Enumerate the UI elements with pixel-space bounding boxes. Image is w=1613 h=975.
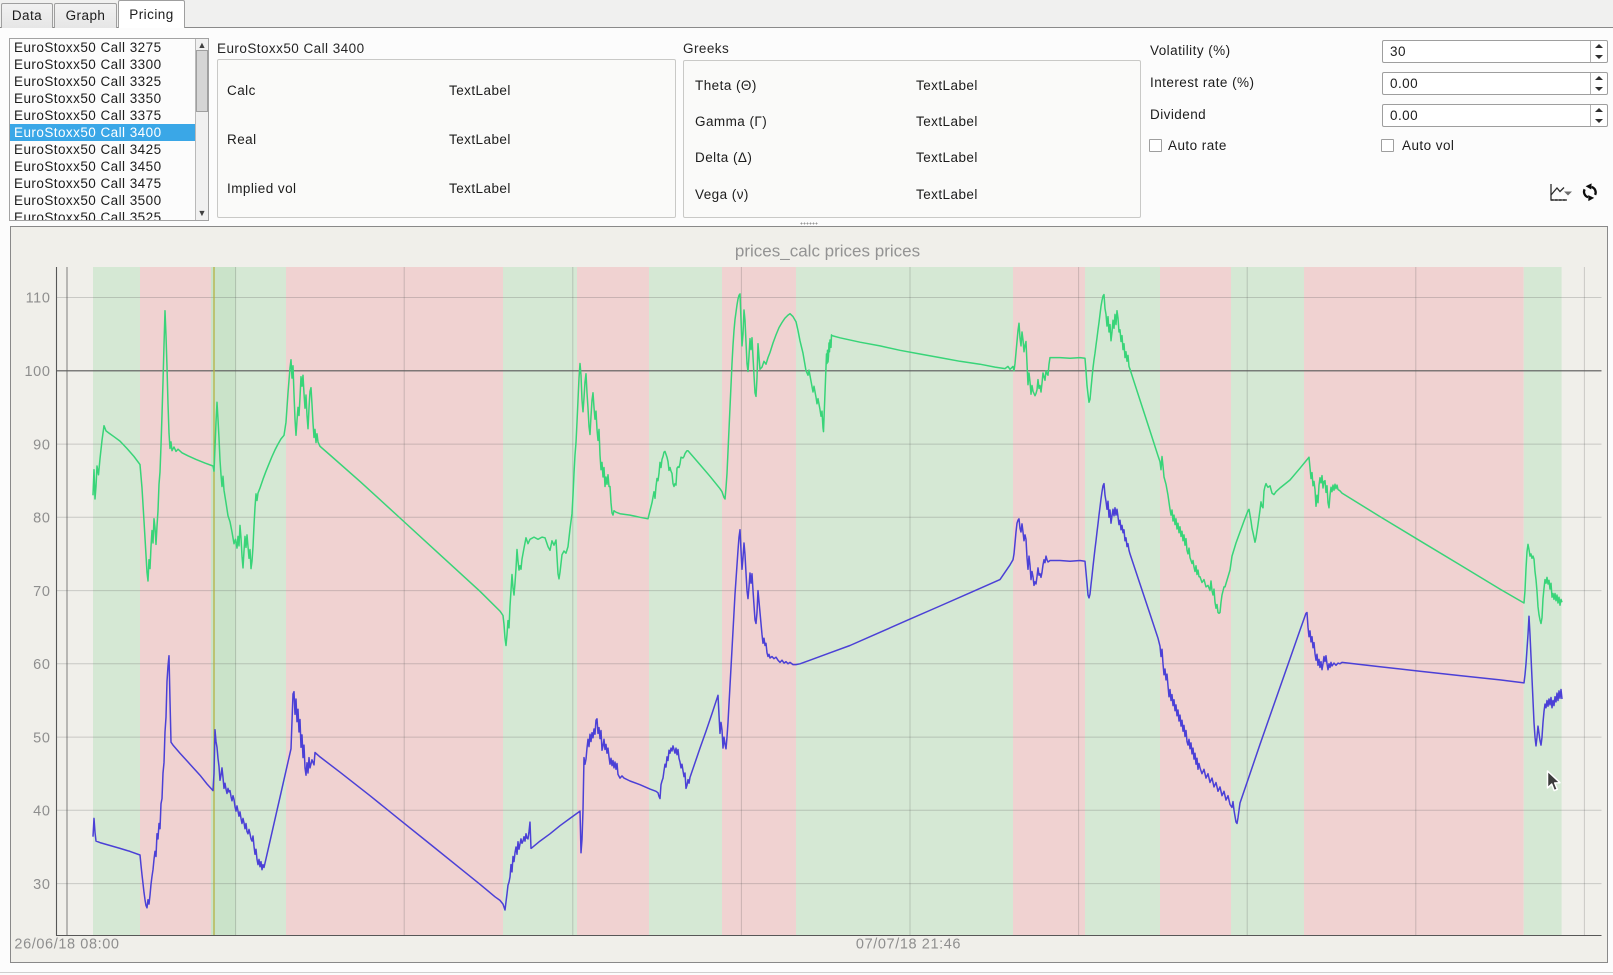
- svg-text:prices_calc prices prices: prices_calc prices prices: [735, 242, 920, 261]
- svg-text:100: 100: [25, 364, 51, 380]
- svg-text:70: 70: [33, 584, 50, 600]
- svg-text:07/07/18 21:46: 07/07/18 21:46: [856, 937, 961, 953]
- svg-text:50: 50: [33, 730, 50, 746]
- svg-text:80: 80: [33, 511, 50, 527]
- svg-text:90: 90: [33, 437, 50, 453]
- svg-text:110: 110: [26, 291, 51, 307]
- svg-text:30: 30: [33, 877, 50, 893]
- svg-text:60: 60: [33, 657, 50, 673]
- svg-text:40: 40: [33, 804, 50, 820]
- svg-text:26/06/18 08:00: 26/06/18 08:00: [14, 937, 119, 953]
